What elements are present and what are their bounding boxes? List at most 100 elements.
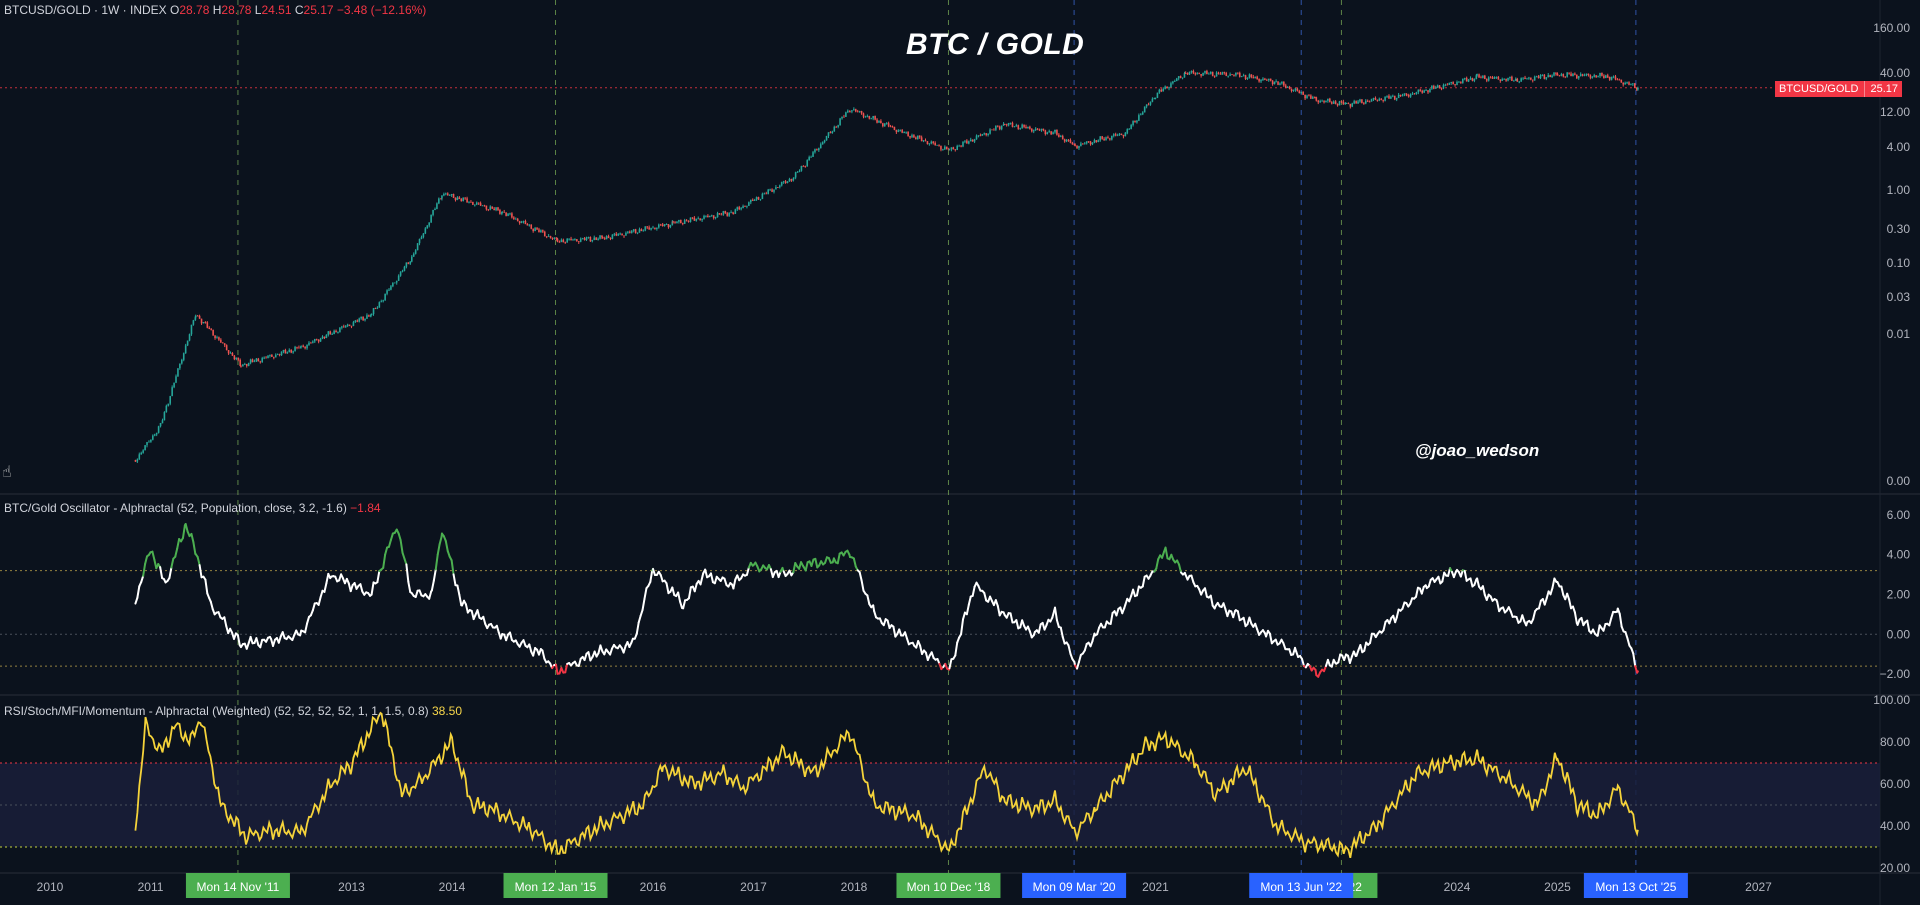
- price-candle: [759, 199, 762, 200]
- price-candle: [358, 318, 361, 322]
- oscillator-line-segment: [1596, 624, 1601, 637]
- price-candle: [691, 217, 694, 219]
- price-candle: [428, 222, 430, 226]
- price-candle: [678, 219, 680, 222]
- oscillator-header[interactable]: BTC/Gold Oscillator - Alphractal (52, Po…: [4, 501, 381, 515]
- price-candle: [1267, 78, 1270, 81]
- oscillator-line-segment: [382, 553, 387, 569]
- oscillator-panel[interactable]: [0, 522, 1880, 678]
- oscillator-line-segment: [1135, 585, 1140, 597]
- price-candle: [1085, 141, 1088, 144]
- price-candle: [1579, 74, 1582, 77]
- price-candle: [296, 346, 298, 348]
- price-candle: [1635, 87, 1638, 90]
- price-candle: [683, 220, 686, 224]
- price-candle: [390, 286, 392, 290]
- oscillator-line-segment: [1288, 648, 1293, 657]
- hand-cursor-icon[interactable]: ☝: [2, 464, 12, 481]
- price-candle: [1384, 96, 1386, 101]
- price-candle: [1405, 94, 1408, 96]
- oscillator-line-segment: [1469, 577, 1474, 588]
- price-candle: [1543, 74, 1546, 79]
- price-candle: [1386, 95, 1388, 97]
- oscillator-line-segment: [994, 599, 999, 607]
- price-candle: [1368, 101, 1371, 103]
- price-candle: [663, 224, 666, 227]
- oscillator-line-segment: [317, 596, 322, 606]
- price-candle: [1336, 103, 1339, 106]
- price-candle: [1484, 75, 1486, 80]
- price-candle: [1256, 76, 1258, 79]
- price-candle: [1059, 136, 1062, 137]
- price-candle: [414, 250, 417, 254]
- price-candle: [798, 170, 801, 172]
- price-candle: [223, 343, 226, 346]
- price-candle: [1040, 128, 1043, 131]
- price-candle: [1294, 88, 1297, 90]
- price-candle: [542, 230, 544, 232]
- price-candle: [161, 420, 164, 424]
- price-candle: [1107, 137, 1109, 139]
- price-candle: [153, 434, 156, 436]
- price-candle: [1376, 99, 1379, 101]
- price-candle: [403, 266, 406, 271]
- price-candle: [1458, 81, 1460, 83]
- price-candle: [570, 238, 572, 241]
- price-candle: [1046, 132, 1049, 135]
- price-candle: [1419, 89, 1422, 91]
- price-candle: [968, 141, 970, 144]
- price-candle: [1547, 75, 1550, 78]
- price-candle: [1528, 77, 1530, 79]
- oscillator-line-segment: [682, 599, 687, 610]
- price-candle: [388, 289, 390, 291]
- oscillator-line-segment: [971, 585, 976, 597]
- price-candle: [676, 221, 678, 224]
- price-candle: [605, 236, 608, 240]
- price-candle: [376, 307, 379, 309]
- price-candle: [152, 435, 154, 440]
- price-candle: [657, 224, 660, 228]
- price-candle: [767, 189, 769, 194]
- price-candle: [553, 237, 556, 239]
- price-candle: [378, 302, 381, 308]
- price-candle: [1126, 129, 1129, 134]
- oscillator-line-segment: [637, 614, 642, 624]
- price-candle: [159, 423, 162, 425]
- price-candle: [253, 361, 256, 363]
- rsi-panel[interactable]: [0, 711, 1880, 859]
- price-candle: [724, 211, 727, 214]
- symbol-header[interactable]: BTCUSD/GOLD · 1W · INDEX O28.78 H28.78 L…: [4, 3, 426, 17]
- oscillator-line-segment: [450, 559, 455, 576]
- price-candle: [1166, 86, 1168, 89]
- oscillator-title: BTC/Gold Oscillator - Alphractal (52, Po…: [4, 501, 347, 515]
- price-candle: [574, 239, 576, 240]
- year-tick-label: 2018: [841, 880, 868, 894]
- price-candle: [1015, 125, 1018, 127]
- price-candle: [1427, 90, 1429, 93]
- price-candle: [1624, 82, 1626, 85]
- price-candle: [452, 193, 455, 198]
- price-candle: [1505, 79, 1507, 81]
- price-candle: [1275, 81, 1277, 83]
- close-value: 25.17: [303, 3, 334, 17]
- price-candle: [1577, 76, 1580, 79]
- price-candle: [630, 230, 633, 233]
- price-candle: [1027, 126, 1029, 129]
- price-candle: [1283, 81, 1285, 86]
- rsi-header[interactable]: RSI/Stoch/MFI/Momentum - Alphractal (Wei…: [4, 704, 462, 718]
- oscillator-line-segment: [192, 541, 197, 555]
- oscillator-line-segment: [810, 558, 815, 567]
- price-candle: [714, 217, 717, 219]
- price-candle: [1056, 129, 1058, 135]
- oscillator-line-segment: [196, 555, 201, 567]
- price-candle: [1050, 131, 1052, 135]
- price-candle: [1353, 101, 1355, 104]
- price-candle: [188, 334, 191, 341]
- price-candle: [1021, 124, 1023, 129]
- price-candle: [636, 232, 639, 234]
- price-panel[interactable]: [0, 69, 1880, 464]
- price-candle: [601, 235, 603, 238]
- price-candle: [1151, 98, 1154, 102]
- price-candle: [286, 352, 289, 354]
